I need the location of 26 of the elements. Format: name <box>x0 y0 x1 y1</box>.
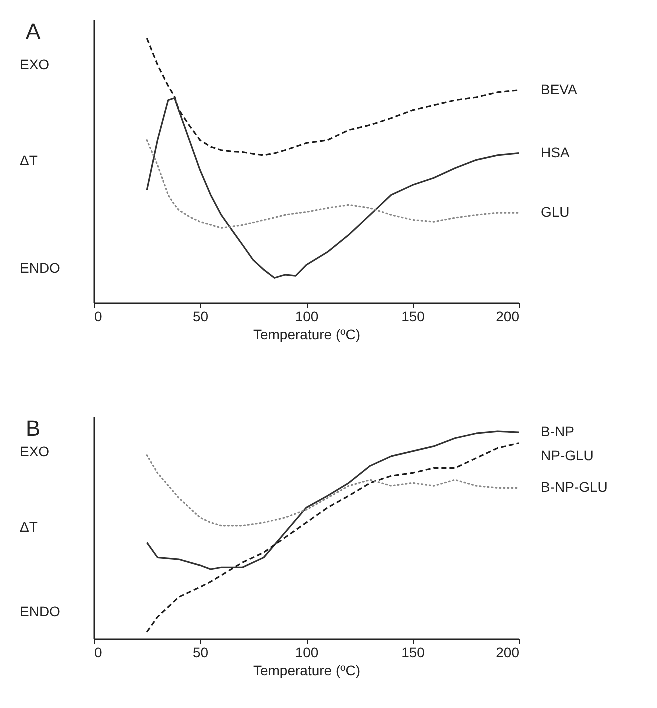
text: EXO <box>20 444 50 460</box>
y-axis-title: ΔT <box>20 152 38 168</box>
x-tick-label: 100 <box>295 308 319 324</box>
x-tick-label: 150 <box>402 644 426 660</box>
x-tick-label: 100 <box>295 644 319 660</box>
x-tick-label: 200 <box>496 644 520 660</box>
series-label: NP-GLU <box>541 447 594 464</box>
x-tick-label: 0 <box>94 644 102 660</box>
x-axis-title: Temperature (ºC) <box>253 662 361 678</box>
x-tick-label: 150 <box>402 308 426 324</box>
x-tick-label: 50 <box>192 308 209 324</box>
series-label: B-NP <box>541 424 574 440</box>
series-label: BEVA <box>541 81 578 98</box>
x-tick-label: 0 <box>94 308 102 324</box>
text: ENDO <box>20 260 61 276</box>
series-label: B-NP-GLU <box>541 479 608 496</box>
text: EXO <box>20 56 50 72</box>
chart-title: A <box>26 19 41 44</box>
x-tick-label: 200 <box>496 308 520 324</box>
text: ENDO <box>20 603 61 620</box>
y-axis-title: ΔT <box>20 519 38 535</box>
series-label: GLU <box>541 204 570 220</box>
chart-title: B <box>26 416 41 441</box>
series-label: HSA <box>541 144 570 160</box>
x-axis-title: Temperature (ºC) <box>253 326 361 342</box>
x-tick-label: 50 <box>192 644 209 660</box>
